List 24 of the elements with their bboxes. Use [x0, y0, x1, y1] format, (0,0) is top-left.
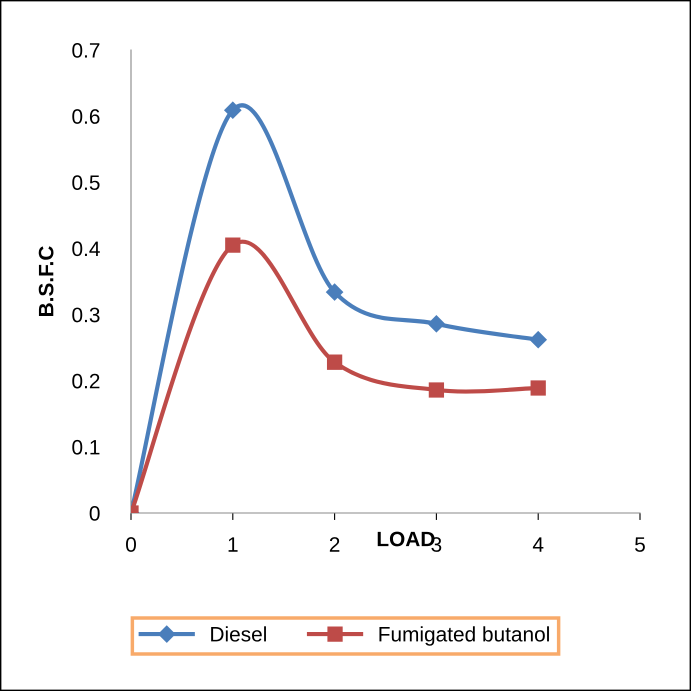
point	[530, 331, 547, 348]
point	[428, 315, 445, 332]
x-tick-label: 4	[532, 537, 544, 552]
point	[326, 354, 342, 370]
y-tick-label: 0.7	[72, 43, 100, 58]
point	[326, 284, 344, 301]
x-tick-label: 1	[228, 537, 238, 552]
legend-label: Fumigated butanol	[379, 626, 549, 646]
y-tick-label: 0.2	[72, 374, 100, 388]
y-tick-label: 0.5	[72, 175, 100, 190]
point	[225, 237, 240, 253]
point	[530, 380, 546, 396]
x-tick-label: 5	[635, 537, 645, 552]
y-tick-label: 0.1	[72, 440, 100, 455]
y-tick-label: 0.6	[72, 109, 100, 124]
y-axis-title: B.S.F.C	[38, 246, 54, 316]
point	[428, 382, 444, 398]
y-tick-label: 0.4	[72, 241, 100, 256]
x-tick-label: 0	[126, 537, 136, 552]
point	[224, 102, 242, 119]
x-tick-label: 2	[330, 537, 340, 552]
y-tick-label: 0	[90, 506, 100, 521]
y-tick-label: 0.3	[72, 308, 100, 322]
legend-label: Diesel	[211, 626, 266, 642]
